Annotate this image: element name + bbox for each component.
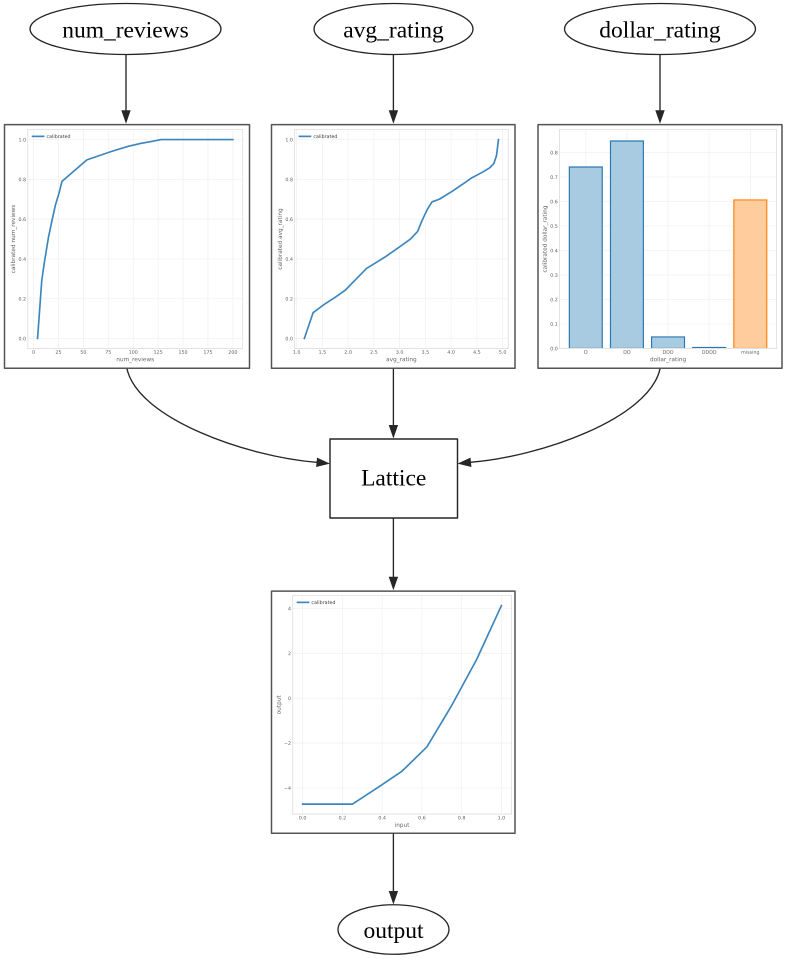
svg-text:num_reviews: num_reviews <box>62 17 189 43</box>
svg-text:Lattice: Lattice <box>361 465 426 491</box>
svg-text:avg_rating: avg_rating <box>343 17 444 43</box>
svg-text:output: output <box>363 918 424 944</box>
svg-text:dollar_rating: dollar_rating <box>599 17 721 43</box>
